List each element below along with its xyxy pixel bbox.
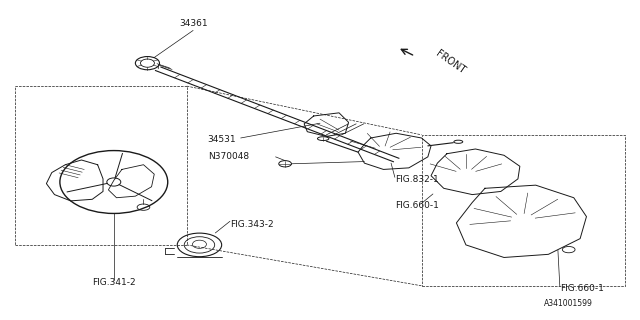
Text: 34361: 34361 [179, 19, 207, 28]
Text: FIG.343-2: FIG.343-2 [230, 220, 273, 229]
Text: FIG.660-1: FIG.660-1 [560, 284, 604, 293]
Text: FIG.832-1: FIG.832-1 [395, 175, 438, 184]
Text: FRONT: FRONT [434, 49, 467, 76]
Text: FIG.660-1: FIG.660-1 [395, 201, 439, 210]
Text: N370048: N370048 [208, 152, 249, 161]
Text: A341001599: A341001599 [544, 299, 593, 308]
Text: 34531: 34531 [207, 135, 236, 144]
Text: FIG.341-2: FIG.341-2 [92, 278, 136, 287]
